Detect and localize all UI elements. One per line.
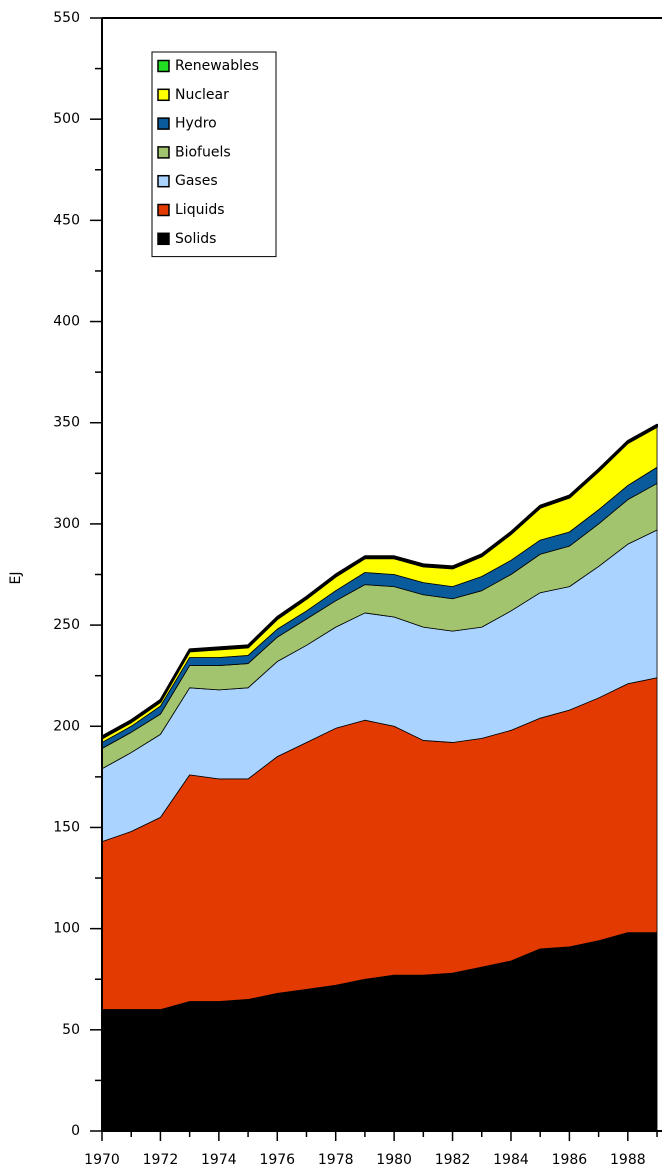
- y-tick-label: 250: [53, 617, 80, 633]
- x-tick-label: 1980: [376, 1152, 412, 1168]
- y-tick-label: 100: [53, 921, 80, 937]
- legend-swatch: [157, 88, 170, 102]
- legend: Renewables Nuclear Hydro Biofuels Gases Liqui…: [151, 51, 277, 258]
- x-tick-label: 1976: [259, 1152, 295, 1168]
- legend-label: Biofuels: [175, 144, 231, 160]
- y-tick-label: 550: [53, 10, 80, 26]
- y-tick-label: 500: [53, 111, 80, 127]
- x-tick-label: 1988: [610, 1152, 646, 1168]
- legend-swatch: [157, 59, 170, 73]
- legend-label: Solids: [175, 231, 216, 247]
- x-tick-label: 1972: [143, 1152, 179, 1168]
- legend-swatch: [157, 117, 170, 130]
- legend-label: Gases: [175, 173, 218, 189]
- x-tick-label: 1986: [552, 1152, 588, 1168]
- y-tick-label: 350: [53, 415, 80, 431]
- y-tick-label: 0: [71, 1123, 80, 1139]
- y-tick-label: 450: [53, 212, 80, 228]
- legend-label: Nuclear: [175, 87, 229, 103]
- y-tick-label: 50: [62, 1022, 80, 1038]
- x-tick-label: 1984: [493, 1152, 529, 1168]
- y-tick-label: 200: [53, 718, 80, 734]
- area: [101, 423, 659, 740]
- y-tick-label: 300: [53, 516, 80, 532]
- y-tick-label: 150: [53, 819, 80, 835]
- legend-label: Renewables: [175, 58, 259, 74]
- legend-swatch: [157, 232, 170, 246]
- y-axis-label: EJ: [8, 572, 24, 585]
- x-tick-label: 1982: [435, 1152, 471, 1168]
- x-tick-label: 1970: [84, 1152, 120, 1168]
- legend-box: [151, 51, 277, 258]
- legend-swatch: [157, 174, 170, 188]
- legend-label: Liquids: [175, 202, 225, 218]
- x-tick-label: 1974: [201, 1152, 237, 1168]
- legend-swatch: [157, 146, 170, 159]
- x-tick-label: 1978: [318, 1152, 354, 1168]
- legend-swatch: [157, 203, 170, 217]
- legend-label: Hydro: [175, 116, 217, 132]
- y-tick-label: 400: [53, 314, 80, 330]
